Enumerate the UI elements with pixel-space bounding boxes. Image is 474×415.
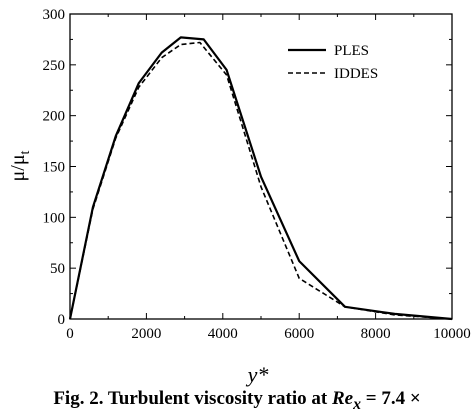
y-tick-label: 300 xyxy=(43,7,66,23)
series-line-ples xyxy=(68,36,453,321)
x-axis-label: y* xyxy=(246,362,269,387)
y-tick-label: 200 xyxy=(43,109,66,125)
caption-re-subscript: x xyxy=(353,395,362,413)
x-tick-label: 6000 xyxy=(284,326,314,342)
caption-prefix: Fig. 2. Turbulent viscosity ratio at xyxy=(53,388,332,409)
legend: PLES IDDES xyxy=(288,43,378,82)
series-line-iddes xyxy=(69,41,453,320)
y-tick-label: 0 xyxy=(58,312,66,328)
caption-re: Re xyxy=(332,388,354,409)
legend-label-iddes: IDDES xyxy=(334,66,378,82)
y-tick-label: 250 xyxy=(43,58,66,74)
x-tick-label: 8000 xyxy=(361,326,391,342)
y-axis-label-main: μ/μ xyxy=(7,154,29,181)
y-tick-label: 50 xyxy=(50,261,65,277)
x-tick-label: 10000 xyxy=(433,326,471,342)
axes: 0 2000 4000 6000 8000 10000 0 50 100 150 200 250 300 xyxy=(43,7,471,342)
series-layer xyxy=(68,36,453,321)
x-tick-label: 2000 xyxy=(131,326,161,342)
caption-suffix: = 7.4 × xyxy=(361,388,421,409)
y-tick-label: 150 xyxy=(43,160,66,176)
y-tick-label: 100 xyxy=(43,210,66,226)
y-axis-label-subscript: t xyxy=(18,150,33,154)
x-tick-label: 4000 xyxy=(208,326,238,342)
chart: 0 2000 4000 6000 8000 10000 0 50 100 150 200 250 300… xyxy=(7,7,471,387)
x-tick-label: 0 xyxy=(66,326,74,342)
plot-frame xyxy=(69,13,453,320)
legend-label-ples: PLES xyxy=(334,43,369,59)
y-axis-label: μ/μt xyxy=(7,150,33,181)
figure-caption: Fig. 2. Turbulent viscosity ratio at Rex… xyxy=(0,388,474,415)
